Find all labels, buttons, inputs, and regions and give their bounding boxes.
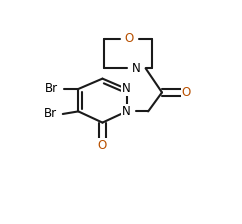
Text: O: O bbox=[98, 139, 107, 152]
Text: Br: Br bbox=[45, 82, 58, 95]
Text: O: O bbox=[125, 32, 134, 45]
Text: N: N bbox=[122, 82, 131, 95]
Text: N: N bbox=[132, 62, 140, 75]
Text: Br: Br bbox=[44, 108, 57, 121]
Text: O: O bbox=[182, 86, 191, 99]
Text: N: N bbox=[122, 105, 131, 118]
